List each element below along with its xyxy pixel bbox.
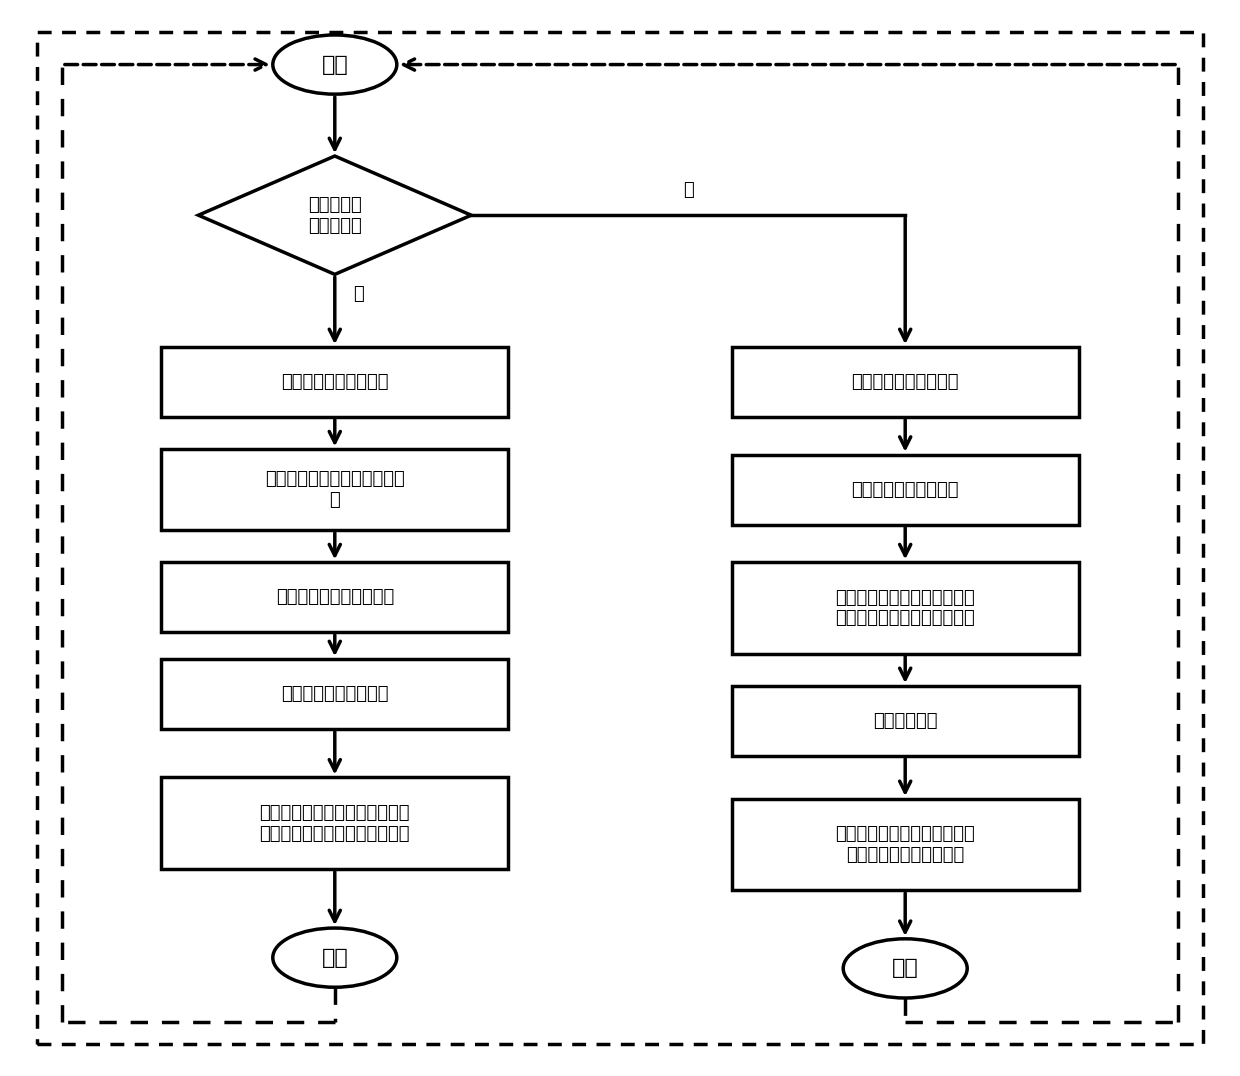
Text: 开始: 开始 <box>321 55 348 74</box>
Text: 结束: 结束 <box>892 959 919 978</box>
FancyBboxPatch shape <box>161 659 508 730</box>
FancyBboxPatch shape <box>161 777 508 869</box>
Text: 将衬底片置于反应腔室: 将衬底片置于反应腔室 <box>852 373 959 391</box>
FancyBboxPatch shape <box>732 454 1079 524</box>
Text: 进行清洗工艺: 进行清洗工艺 <box>873 712 937 730</box>
Ellipse shape <box>843 938 967 999</box>
Text: 射频功率耦合入射频线圈，屏
蔽功率耦合入法拉第屏蔽装置: 射频功率耦合入射频线圈，屏 蔽功率耦合入法拉第屏蔽装置 <box>836 589 975 627</box>
Text: 通入等离子体处理工艺反应气
体: 通入等离子体处理工艺反应气 体 <box>265 470 404 509</box>
FancyBboxPatch shape <box>161 450 508 529</box>
Text: 是: 是 <box>683 181 693 199</box>
Ellipse shape <box>273 928 397 988</box>
Text: 是否需要进
行清洗工艺: 是否需要进 行清洗工艺 <box>308 196 362 235</box>
Text: 清洗工艺完成，停止功率与气
体输入，反应腔室抽真空: 清洗工艺完成，停止功率与气 体输入，反应腔室抽真空 <box>836 825 975 864</box>
Text: 否: 否 <box>353 285 365 303</box>
Text: 通入清洗工艺反应气体: 通入清洗工艺反应气体 <box>852 481 959 498</box>
Text: 射频功率耦合入射频线圈: 射频功率耦合入射频线圈 <box>275 589 394 606</box>
FancyBboxPatch shape <box>161 563 508 633</box>
FancyBboxPatch shape <box>732 686 1079 755</box>
FancyBboxPatch shape <box>732 346 1079 416</box>
FancyBboxPatch shape <box>732 798 1079 891</box>
Ellipse shape <box>273 36 397 95</box>
FancyBboxPatch shape <box>161 346 508 416</box>
Polygon shape <box>198 156 471 274</box>
Text: 结束: 结束 <box>321 948 348 967</box>
Text: 进行等离子体处理工艺: 进行等离子体处理工艺 <box>281 685 388 703</box>
Text: 将晶圆片置于反应腔室: 将晶圆片置于反应腔室 <box>281 373 388 391</box>
Text: 等离子体处理工艺完成，停止功
率与气体输入，反应腔室抽真空: 等离子体处理工艺完成，停止功 率与气体输入，反应腔室抽真空 <box>259 804 410 843</box>
FancyBboxPatch shape <box>732 562 1079 653</box>
